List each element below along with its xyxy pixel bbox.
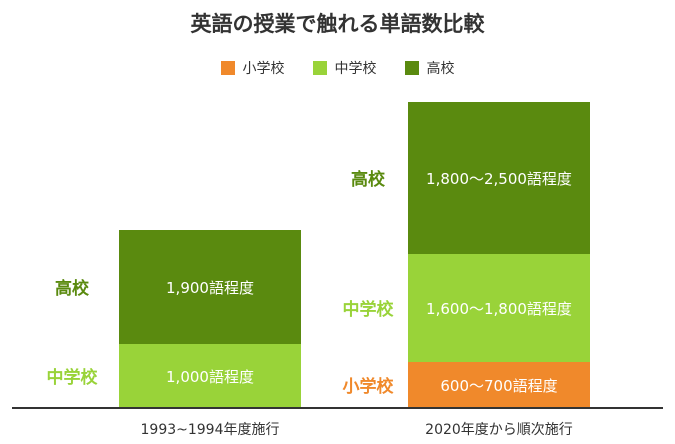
category-label: 2020年度から順次施行 (425, 422, 573, 438)
bar-segment (119, 230, 301, 344)
legend-item: 中学校 (312, 58, 377, 78)
legend-swatch (220, 61, 235, 75)
segment-series-label: 小学校 (343, 376, 395, 397)
legend: 小学校 中学校 高校 (0, 58, 675, 78)
segment-series-label: 高校 (55, 278, 90, 299)
segment-series-label: 中学校 (343, 299, 395, 320)
legend-item: 小学校 (220, 58, 285, 78)
chart-title: 英語の授業で触れる単語数比較 (190, 12, 485, 36)
legend-swatch (312, 61, 327, 75)
bar-segment (119, 344, 301, 408)
legend-label: 小学校 (242, 61, 285, 77)
bar-value-label: 1,600〜1,800語程度 (426, 300, 572, 318)
bar-segment (408, 102, 590, 254)
bar-value-label: 1,800〜2,500語程度 (426, 170, 572, 188)
segment-series-label: 高校 (351, 169, 386, 190)
bar-segment (408, 254, 590, 362)
bar-value-label: 1,900語程度 (166, 279, 254, 297)
legend-swatch (404, 61, 419, 75)
legend-item: 高校 (404, 58, 455, 78)
legend-label: 中学校 (334, 61, 377, 77)
bar-value-label: 1,000語程度 (166, 368, 254, 386)
bar-segment (408, 362, 590, 408)
category-label: 1993~1994年度施行 (141, 422, 280, 438)
segment-series-label: 中学校 (47, 367, 99, 388)
bar-value-label: 600〜700語程度 (440, 377, 557, 395)
legend-label: 高校 (426, 61, 455, 77)
